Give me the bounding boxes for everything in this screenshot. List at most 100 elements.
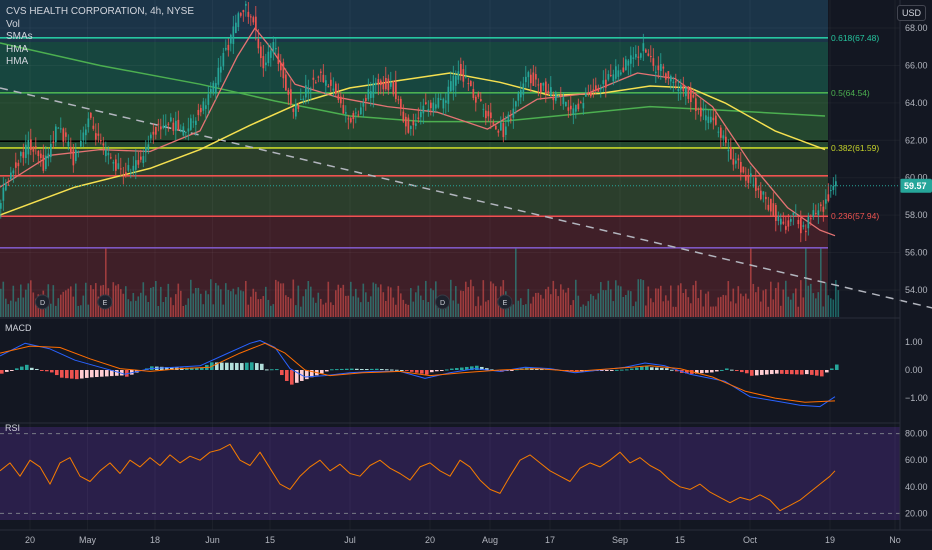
candle-body — [240, 13, 242, 16]
volume-bar — [442, 305, 445, 317]
candle-body — [367, 89, 370, 100]
candle-body — [725, 136, 727, 143]
macd-histogram-bar — [285, 370, 289, 381]
volume-bar — [725, 295, 727, 317]
macd-histogram-bar — [695, 370, 699, 374]
candle-body — [177, 119, 180, 131]
volume-bar — [87, 304, 90, 317]
volume-bar — [552, 280, 555, 317]
volume-bar — [357, 297, 360, 317]
candle-body — [525, 76, 527, 83]
volume-bar — [145, 295, 147, 317]
candle-body — [542, 83, 545, 86]
volume-bar — [695, 280, 697, 317]
macd-tick-label: 0.00 — [905, 365, 923, 375]
candle-body — [550, 87, 552, 97]
candle-body — [610, 75, 612, 77]
volume-bar — [265, 286, 267, 317]
volume-bar — [622, 296, 625, 317]
volume-bar — [630, 291, 632, 317]
macd-histogram-bar — [85, 370, 89, 378]
candle-body — [27, 139, 30, 155]
candle-body — [302, 98, 305, 101]
volume-bar — [462, 291, 465, 317]
macd-histogram-bar — [235, 362, 239, 370]
candle-body — [470, 81, 472, 87]
candle-body — [700, 107, 702, 117]
volume-bar — [242, 291, 245, 317]
rsi-pane-label[interactable]: RSI — [5, 423, 21, 433]
indicator-hma-1[interactable]: HMA — [6, 43, 29, 55]
candle-body — [655, 71, 657, 73]
macd-histogram-bar — [810, 370, 814, 375]
indicator-smas[interactable]: SMAs — [6, 31, 33, 42]
candle-body — [287, 89, 290, 95]
candle-body — [657, 65, 660, 71]
volume-bar — [170, 297, 172, 317]
candle-body — [142, 156, 145, 164]
volume-bar — [10, 300, 12, 317]
macd-histogram-bar — [325, 370, 329, 372]
candle-body — [522, 83, 525, 95]
volume-bar — [397, 285, 400, 317]
candle-body — [395, 81, 397, 100]
volume-bar — [50, 303, 52, 317]
macd-histogram-bar — [225, 362, 229, 370]
candle-body — [92, 125, 95, 129]
indicator-hma-2[interactable]: HMA — [6, 56, 29, 67]
volume-bar — [522, 305, 525, 317]
volume-bar — [245, 280, 247, 317]
candle-body — [187, 128, 190, 132]
volume-bar — [252, 288, 255, 317]
rsi-tick-label: 80.00 — [905, 429, 928, 439]
candle-body — [227, 44, 230, 51]
candle-body — [797, 219, 800, 225]
volume-bar — [375, 283, 377, 317]
volume-bar — [300, 306, 302, 317]
volume-bar — [735, 303, 737, 317]
macd-histogram-bar — [835, 364, 839, 370]
volume-bar — [222, 304, 225, 317]
indicator-vol[interactable]: Vol — [6, 18, 20, 30]
candle-body — [310, 89, 312, 91]
volume-bar — [750, 247, 752, 317]
candle-body — [200, 108, 202, 113]
candle-body — [382, 82, 385, 90]
volume-bar — [465, 281, 467, 317]
macd-histogram-bar — [355, 368, 359, 370]
macd-histogram-bar — [805, 370, 809, 375]
candle-body — [650, 55, 652, 57]
macd-histogram-bar — [185, 367, 189, 370]
volume-bar — [127, 299, 130, 317]
candle-body — [750, 173, 752, 177]
candle-body — [640, 53, 642, 58]
volume-bar — [0, 288, 2, 317]
last-price-label: 59.57 — [904, 181, 927, 191]
candle-body — [252, 17, 255, 23]
candle-body — [820, 204, 822, 206]
candle-body — [532, 72, 535, 86]
volume-bar — [207, 294, 210, 317]
volume-bar — [487, 300, 490, 317]
volume-bar — [807, 285, 810, 317]
macd-histogram-bar — [70, 370, 74, 379]
fib-label-3: 0.236(57.94) — [831, 211, 879, 221]
candle-body — [195, 120, 197, 125]
volume-bar — [495, 286, 497, 317]
macd-histogram-bar — [430, 370, 434, 373]
volume-bar — [122, 293, 125, 317]
symbol-title[interactable]: CVS HEALTH CORPORATION, 4h, NYSE — [6, 6, 195, 17]
candle-body — [77, 151, 80, 153]
candle-body — [710, 116, 712, 123]
macd-histogram-bar — [400, 370, 404, 371]
volume-bar — [637, 279, 640, 317]
candle-body — [172, 122, 175, 131]
volume-bar — [412, 301, 415, 317]
macd-histogram-bar — [250, 362, 254, 370]
fib-zone-lower — [0, 149, 828, 215]
currency-button[interactable]: USD — [896, 5, 926, 21]
rsi-indicator — [0, 433, 900, 514]
volume-bar — [172, 305, 175, 317]
macd-pane-label[interactable]: MACD — [5, 323, 32, 333]
